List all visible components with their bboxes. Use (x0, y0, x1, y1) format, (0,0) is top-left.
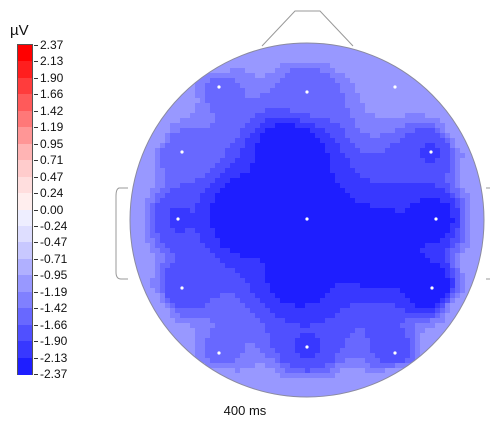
colorbar-tick (34, 61, 38, 63)
colorbar (17, 44, 33, 375)
colorbar-tick (34, 308, 38, 310)
electrode-dot (393, 85, 397, 89)
colorbar-tick (34, 160, 38, 162)
colorbar-tick-label: -1.19 (40, 284, 68, 299)
colorbar-tick-label: -2.13 (40, 350, 68, 365)
electrode-dot (180, 286, 184, 290)
colorbar-segment (18, 357, 32, 375)
nose-outline (261, 10, 354, 47)
colorbar-tick-label: 0.71 (40, 153, 64, 168)
colorbar-tick (34, 193, 38, 195)
colorbar-segment (18, 225, 32, 243)
time-label: 400 ms (223, 403, 267, 418)
electrode-dot (180, 150, 184, 154)
colorbar-segment (18, 176, 32, 194)
colorbar-tick-label: -2.37 (40, 367, 68, 381)
colorbar-tick (34, 176, 38, 178)
colorbar-segment (18, 308, 32, 326)
head-outline (129, 42, 485, 398)
colorbar-segment (18, 127, 32, 145)
colorbar-tick (34, 258, 38, 260)
electrode-dot (305, 90, 309, 94)
colorbar-tick (34, 291, 38, 293)
colorbar-tick-label: 1.90 (40, 70, 64, 85)
colorbar-segment (18, 275, 32, 293)
colorbar-segment (18, 324, 32, 342)
left-ear-outline (115, 187, 128, 280)
colorbar-tick (34, 324, 38, 326)
colorbar-segment (18, 160, 32, 178)
colorbar-segment (18, 242, 32, 260)
colorbar-segment (18, 258, 32, 276)
colorbar-segment (18, 94, 32, 112)
electrode-dot (305, 217, 309, 221)
colorbar-tick (34, 45, 38, 46)
colorbar-tick (34, 242, 38, 244)
electrode-dot (434, 217, 438, 221)
colorbar-tick (34, 143, 38, 145)
colorbar-tick (34, 374, 38, 375)
electrode-dot (393, 351, 397, 355)
colorbar-tick (34, 94, 38, 96)
colorbar-segment (18, 110, 32, 128)
colorbar-segment (18, 77, 32, 95)
colorbar-tick (34, 110, 38, 112)
colorbar-segment (18, 341, 32, 359)
colorbar-tick (34, 225, 38, 227)
colorbar-tick (34, 275, 38, 277)
colorbar-tick-label: 1.66 (40, 87, 64, 102)
colorbar-tick-label: -1.90 (40, 334, 68, 349)
electrode-dot (305, 345, 309, 349)
right-ear-outline (486, 187, 490, 280)
colorbar-tick-label: -0.47 (40, 235, 68, 250)
colorbar-segment (18, 45, 32, 63)
electrode-dot (217, 85, 221, 89)
electrode-dot (430, 286, 434, 290)
colorbar-segment (18, 209, 32, 227)
colorbar-segment (18, 291, 32, 309)
electrode-dot (429, 150, 433, 154)
colorbar-tick-label: -0.24 (40, 218, 68, 233)
colorbar-tick-label: -1.42 (40, 301, 68, 316)
colorbar-tick-label: 1.19 (40, 120, 64, 135)
colorbar-tick-label: 0.00 (40, 202, 64, 217)
colorbar-tick (34, 209, 38, 211)
colorbar-tick (34, 77, 38, 79)
electrode-dot (217, 351, 221, 355)
electrode-dot (176, 217, 180, 221)
colorbar-tick-label: 0.24 (40, 186, 64, 201)
colorbar-tick (34, 357, 38, 359)
colorbar-tick-label: -0.71 (40, 251, 68, 266)
colorbar-tick-label: 0.47 (40, 169, 64, 184)
colorbar-segment (18, 61, 32, 79)
colorbar-tick-label: 2.13 (40, 54, 64, 69)
colorbar-tick (34, 127, 38, 129)
colorbar-tick-label: -1.66 (40, 317, 68, 332)
colorbar-tick-label: -0.95 (40, 268, 68, 283)
colorbar-tick (34, 341, 38, 343)
colorbar-segment (18, 143, 32, 161)
colorbar-tick-label: 1.42 (40, 103, 64, 118)
electrodes (176, 85, 438, 355)
colorbar-tick-label: 2.37 (40, 38, 64, 52)
potential-field (130, 43, 484, 397)
colorbar-tick-label: 0.95 (40, 136, 64, 151)
colorbar-unit-label: µV (10, 22, 29, 39)
colorbar-segment (18, 193, 32, 211)
